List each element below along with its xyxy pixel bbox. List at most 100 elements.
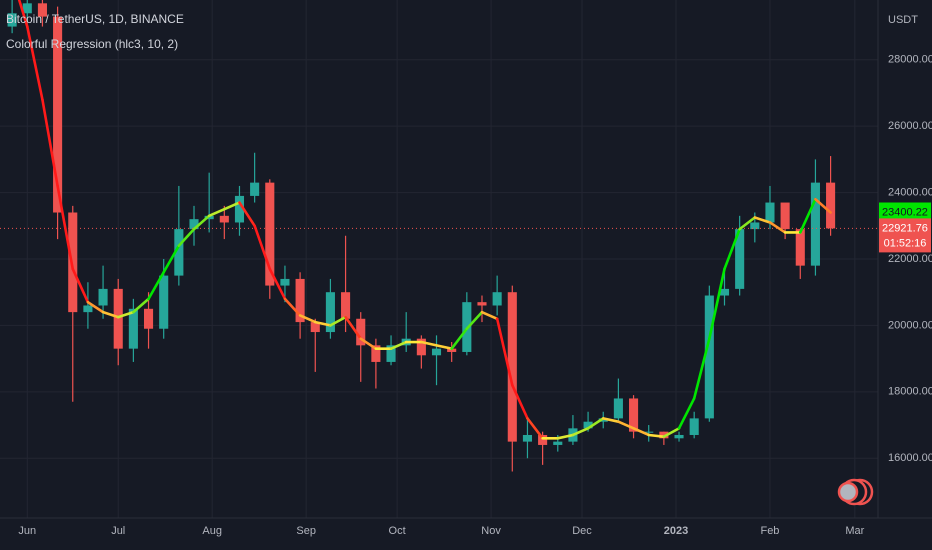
y-axis-label: USDT <box>888 14 918 26</box>
candle-body <box>22 3 32 14</box>
candle-body <box>280 278 290 286</box>
y-tick-label: 18000.00 <box>888 386 932 398</box>
regression-segment <box>632 427 651 437</box>
candle-body <box>492 292 502 306</box>
logo[interactable] <box>837 478 874 506</box>
regression-segment <box>571 427 590 437</box>
logo-ring <box>837 481 859 503</box>
candle-body <box>341 292 351 319</box>
regression-segment <box>101 310 120 319</box>
regression-segment <box>17 0 29 28</box>
candle-body <box>159 275 169 329</box>
candle-body <box>83 305 93 313</box>
regression-segment <box>495 317 514 387</box>
candle-body <box>416 338 426 356</box>
regression-segment <box>223 201 241 211</box>
regression-segment <box>677 397 696 430</box>
candle-body <box>250 182 260 196</box>
candle-body <box>325 292 335 333</box>
candle-body <box>553 441 563 445</box>
y-tick-label: 28000.00 <box>888 54 932 66</box>
regression-segment <box>708 267 726 340</box>
regression-segment <box>510 383 529 420</box>
regression-segment <box>86 300 105 314</box>
regression-segment <box>450 327 469 350</box>
candle-body <box>522 434 533 442</box>
regression-segment <box>420 340 438 347</box>
regression-segment <box>359 337 378 350</box>
candle-body <box>659 431 669 439</box>
candle-body <box>826 182 836 229</box>
regression-segment <box>56 184 75 271</box>
regression-segment <box>25 25 44 101</box>
regression-segment <box>738 216 757 231</box>
regression-segment <box>298 314 317 324</box>
regression-segment <box>798 197 817 234</box>
regression-segment <box>768 221 787 234</box>
regression-segment <box>192 214 211 231</box>
candle-body <box>7 13 17 27</box>
x-tick-label: Jun <box>18 525 36 537</box>
candle-body <box>310 322 320 333</box>
x-tick-label: Aug <box>202 525 222 537</box>
candle-body <box>719 288 730 296</box>
candle-body <box>810 182 820 266</box>
regression-segment <box>647 433 666 438</box>
candle-body <box>356 318 366 346</box>
regression-segment <box>662 427 681 438</box>
candle-body <box>629 398 639 432</box>
regression-segment <box>389 340 408 350</box>
x-tick-label: Feb <box>760 525 779 537</box>
x-tick-label: 2023 <box>664 525 688 537</box>
x-tick-label: Dec <box>572 525 592 537</box>
candle-body <box>295 278 305 323</box>
x-tick-label: Jul <box>111 525 125 537</box>
regression-segment <box>147 270 165 301</box>
candle-body <box>37 3 47 17</box>
candle-body <box>735 229 745 289</box>
regression-segment <box>268 267 287 301</box>
chart-title: Bitcoin / TetherUS, 1D, BINANCE <box>6 12 184 26</box>
candle-body <box>538 434 548 445</box>
price-tag <box>879 218 931 253</box>
regression-segment <box>753 216 772 224</box>
regression-segment <box>344 315 363 340</box>
regression-segment <box>253 224 272 271</box>
candle-body <box>386 345 396 362</box>
candle-body <box>598 418 608 422</box>
regression-segment <box>814 197 832 214</box>
regression-segment <box>601 417 620 424</box>
candle-body <box>98 288 108 306</box>
regression-segment <box>586 417 605 430</box>
regression-segment <box>617 420 635 430</box>
regression-segment <box>283 297 302 317</box>
candle-body <box>750 222 760 230</box>
regression-segment <box>313 320 332 327</box>
regression-segment <box>41 98 59 188</box>
countdown-label: 01:52:16 <box>884 237 927 249</box>
regression-segment <box>480 310 499 321</box>
x-tick-label: Nov <box>481 525 501 537</box>
regression-segment <box>132 297 150 314</box>
candle-body <box>219 215 229 223</box>
candle-body <box>234 195 245 223</box>
y-tick-label: 22000.00 <box>888 253 932 265</box>
candle-body <box>431 348 442 356</box>
regression-segment <box>207 207 226 218</box>
candle-body <box>113 288 123 349</box>
candle-body <box>128 308 138 349</box>
x-tick-label: Oct <box>389 525 406 537</box>
candle-body <box>447 348 457 352</box>
candle-body <box>795 229 805 266</box>
y-tick-label: 24000.00 <box>888 186 932 198</box>
regression-segment <box>71 267 90 304</box>
regression-segment <box>116 310 135 319</box>
y-tick-label: 20000.00 <box>888 319 932 331</box>
candle-body <box>477 302 487 306</box>
price-tag <box>879 202 931 223</box>
x-tick-label: Mar <box>845 525 864 537</box>
regression-segment <box>556 433 575 440</box>
axes: 16000.00 18000.00 20000.00 22000.00 24000.00… <box>18 54 932 537</box>
